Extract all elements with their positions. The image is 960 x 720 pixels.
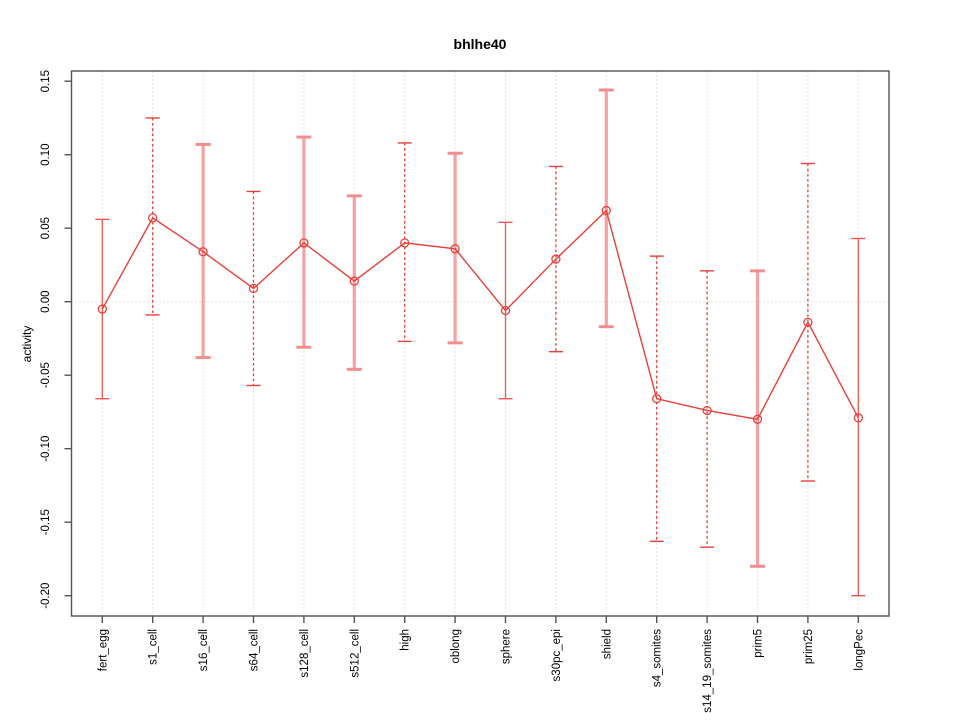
data-point-marker <box>450 244 460 254</box>
error-bar <box>598 88 614 329</box>
series-line <box>101 209 859 421</box>
data-point-marker <box>652 394 662 404</box>
x-tick-label: high <box>400 629 412 651</box>
plot-box <box>70 70 890 617</box>
y-tick-label: 0.05 <box>40 217 52 239</box>
data-point-marker <box>299 238 309 248</box>
data-point-marker <box>400 238 410 248</box>
error-bar <box>800 162 815 482</box>
data-points <box>97 205 863 424</box>
error-bar <box>548 165 563 353</box>
x-tick-label: s14_19_somites <box>702 629 714 713</box>
x-tick-label: s128_cell <box>299 629 311 678</box>
error-bar <box>700 270 715 548</box>
error-bar <box>246 190 261 387</box>
x-tick-label: longPec <box>853 629 865 671</box>
data-point-marker <box>198 247 208 257</box>
y-axis: 0.15 0.10 0.05 0.00 -0.05 -0.10 -0.15 -0.20 <box>40 70 72 609</box>
y-tick-label: 0.15 <box>40 70 52 92</box>
x-tick-label: prim25 <box>803 629 815 664</box>
error-bar <box>397 142 412 343</box>
data-point-marker <box>601 205 611 216</box>
x-tick-label: s64_cell <box>249 629 261 671</box>
x-tick-label: oblong <box>450 629 462 664</box>
error-bar <box>447 151 463 345</box>
y-tick-label: -0.10 <box>40 436 52 462</box>
data-point-marker <box>97 304 107 314</box>
y-tick-label: -0.05 <box>40 362 52 388</box>
gridlines <box>71 71 889 616</box>
x-tick-label: sphere <box>501 629 513 664</box>
x-tick-label: s30pc_epi <box>551 629 563 681</box>
x-tick-label: fert_egg <box>97 629 109 671</box>
chart-title: bhlhe40 <box>453 36 507 52</box>
x-tick-label: s1_cell <box>148 629 160 665</box>
x-tick-label: shield <box>601 629 613 659</box>
data-point-marker <box>853 413 863 423</box>
data-point-marker <box>702 405 712 416</box>
data-point-marker <box>349 276 359 286</box>
data-point-marker <box>803 317 813 327</box>
data-point-marker <box>500 305 511 316</box>
data-point-marker <box>248 283 259 294</box>
x-axis: fert_egg s1_cell s16_cell s64_cell s128_cell… <box>97 616 865 713</box>
data-point-marker <box>551 254 561 264</box>
y-tick-label: 0.00 <box>40 291 52 313</box>
error-bars <box>95 88 866 597</box>
data-point-marker <box>752 414 763 424</box>
x-tick-label: s512_cell <box>349 629 361 678</box>
error-bar <box>346 194 362 371</box>
y-tick-label: -0.20 <box>40 583 52 609</box>
error-bar <box>145 117 160 316</box>
y-tick-label: 0.10 <box>40 144 52 166</box>
x-tick-label: s4_somites <box>652 629 664 687</box>
data-point-marker <box>148 213 158 223</box>
x-tick-label: s16_cell <box>198 629 210 671</box>
x-tick-label: prim5 <box>753 629 765 658</box>
y-tick-label: -0.15 <box>40 509 52 535</box>
